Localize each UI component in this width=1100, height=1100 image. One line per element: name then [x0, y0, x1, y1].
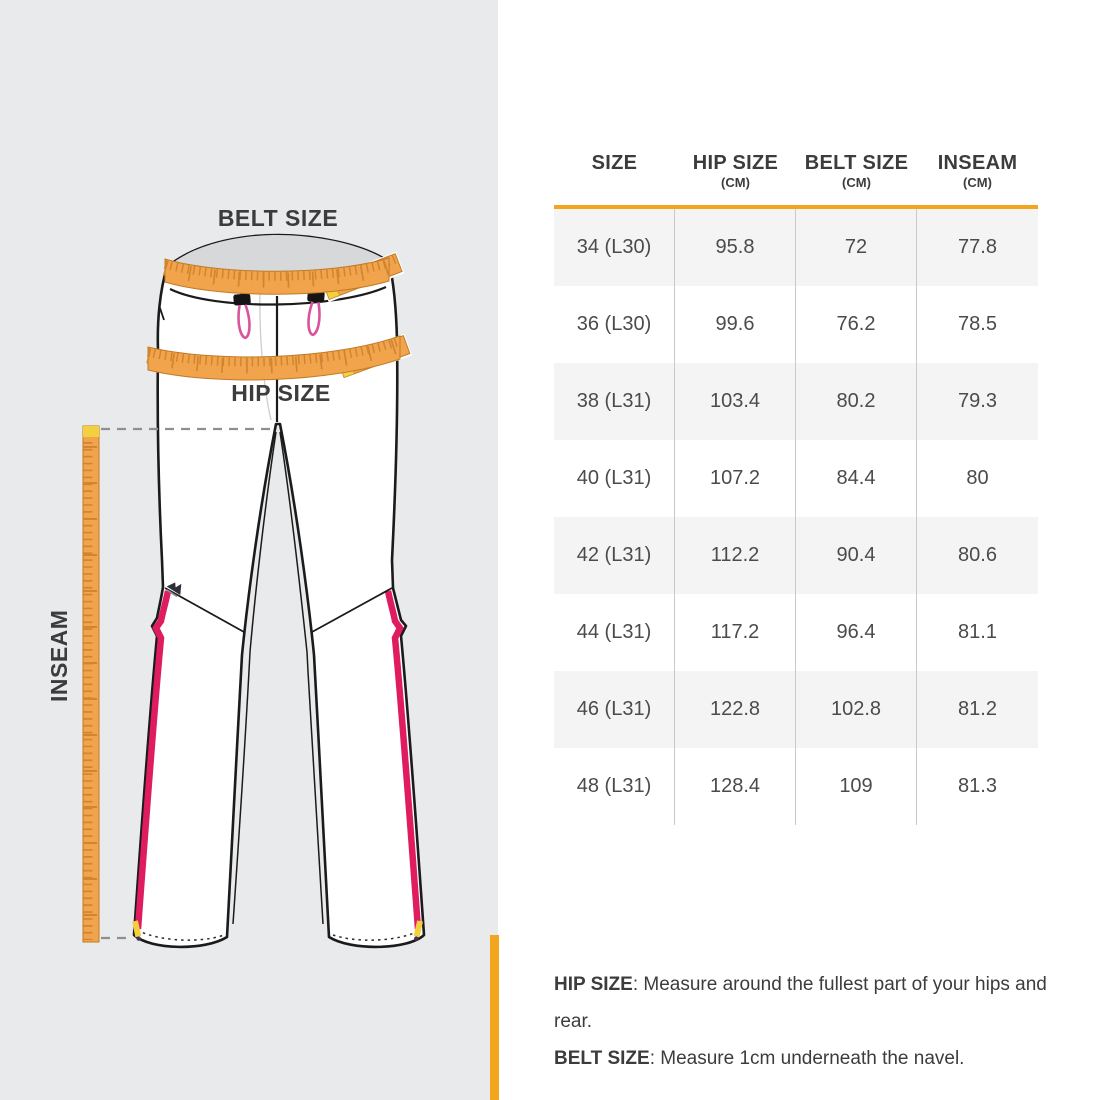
- pocket-mark: [159, 307, 165, 321]
- size-table-body: 34 (L30) 95.8 72 77.8 36 (L30) 99.6 76.2 78.5 38…: [554, 209, 1038, 825]
- hip-size-label: HIP SIZE: [231, 380, 330, 406]
- table-cell: 78.5: [958, 313, 997, 335]
- inner-seam-right: [279, 431, 324, 925]
- table-row: 46 (L31) 122.8 102.8 81.2: [554, 671, 1038, 748]
- table-cell: 80: [966, 467, 989, 489]
- table-cell: 46 (L31): [554, 671, 675, 748]
- table-cell: 96.4: [796, 594, 917, 671]
- table-cell: 80.2: [796, 363, 917, 440]
- table-row: 44 (L31) 117.2 96.4 81.1: [554, 594, 1038, 671]
- hip-measuring-tape: [146, 333, 413, 381]
- table-cell: 42 (L31): [554, 517, 675, 594]
- inseam-ruler: [82, 425, 100, 943]
- table-row: 34 (L30) 95.8 72 77.8: [554, 209, 1038, 286]
- table-cell: 44 (L31): [554, 594, 675, 671]
- table-cell: 36 (L30): [554, 286, 675, 363]
- table-cell: 90.4: [796, 517, 917, 594]
- table-cell: 102.8: [796, 671, 917, 748]
- table-cell: 79.3: [958, 390, 997, 412]
- table-cell: 34 (L30): [554, 209, 675, 286]
- header-size: SIZE: [591, 152, 638, 174]
- pants-measurement-diagram: BELT SIZE HIP SIZE INSEAM: [46, 205, 426, 949]
- table-row: 36 (L30) 99.6 76.2 78.5: [554, 286, 1038, 363]
- header-hip-size: HIP SIZE (CM): [692, 152, 779, 190]
- table-cell: 99.6: [675, 286, 796, 363]
- waistband-seam: [169, 285, 387, 306]
- table-cell: 107.2: [675, 440, 796, 517]
- hip-size-note: HIP SIZE: Measure around the fullest par…: [554, 974, 1047, 1032]
- thigh-seam-left: [164, 587, 245, 633]
- table-row: 38 (L31) 103.4 80.2 79.3: [554, 363, 1038, 440]
- hem-tab-left: [132, 920, 142, 941]
- table-cell: 76.2: [796, 286, 917, 363]
- inner-seam-left: [232, 431, 277, 925]
- table-cell: 112.2: [675, 517, 796, 594]
- table-cell: 48 (L31): [554, 748, 675, 825]
- hem-tab-right: [413, 920, 423, 941]
- table-cell: 103.4: [675, 363, 796, 440]
- belt-size-label: BELT SIZE: [218, 205, 338, 231]
- hem-stitch-left: [136, 929, 225, 941]
- table-cell: 40 (L31): [554, 440, 675, 517]
- table-cell: 81.2: [958, 698, 997, 720]
- table-header: SIZE HIP SIZE (CM) BELT SIZE (CM) INSEAM…: [554, 148, 1038, 209]
- table-cell: 109: [796, 748, 917, 825]
- size-table: SIZE HIP SIZE (CM) BELT SIZE (CM) INSEAM…: [554, 148, 1038, 825]
- table-cell: 117.2: [675, 594, 796, 671]
- table-cell: 77.8: [958, 236, 997, 258]
- belt-size-note: BELT SIZE: Measure 1cm underneath the na…: [554, 1048, 965, 1069]
- side-stripe-left: [134, 590, 172, 930]
- diagram-panel: BELT SIZE HIP SIZE INSEAM: [0, 0, 498, 1100]
- hem-stitch-right: [332, 929, 422, 941]
- table-row: 42 (L31) 112.2 90.4 80.6: [554, 517, 1038, 594]
- header-inseam: INSEAM (CM): [937, 152, 1018, 190]
- table-cell: 80.6: [958, 544, 997, 566]
- table-cell: 122.8: [675, 671, 796, 748]
- table-cell: 72: [796, 209, 917, 286]
- table-cell: 81.3: [958, 775, 997, 797]
- table-cell: 95.8: [675, 209, 796, 286]
- measurement-notes: HIP SIZE: Measure around the fullest par…: [554, 966, 1090, 1077]
- thigh-seam-right: [311, 587, 393, 633]
- belt-measuring-tape: [162, 251, 405, 303]
- accent-bar: [490, 935, 499, 1100]
- header-belt-size: BELT SIZE (CM): [804, 152, 909, 190]
- brand-logo: [166, 582, 182, 598]
- table-cell: 128.4: [675, 748, 796, 825]
- inseam-label: INSEAM: [46, 610, 72, 702]
- table-cell: 81.1: [958, 621, 997, 643]
- table-cell: 84.4: [796, 440, 917, 517]
- table-row: 48 (L31) 128.4 109 81.3: [554, 748, 1038, 825]
- side-stripe-right: [384, 590, 422, 930]
- table-cell: 38 (L31): [554, 363, 675, 440]
- table-row: 40 (L31) 107.2 84.4 80: [554, 440, 1038, 517]
